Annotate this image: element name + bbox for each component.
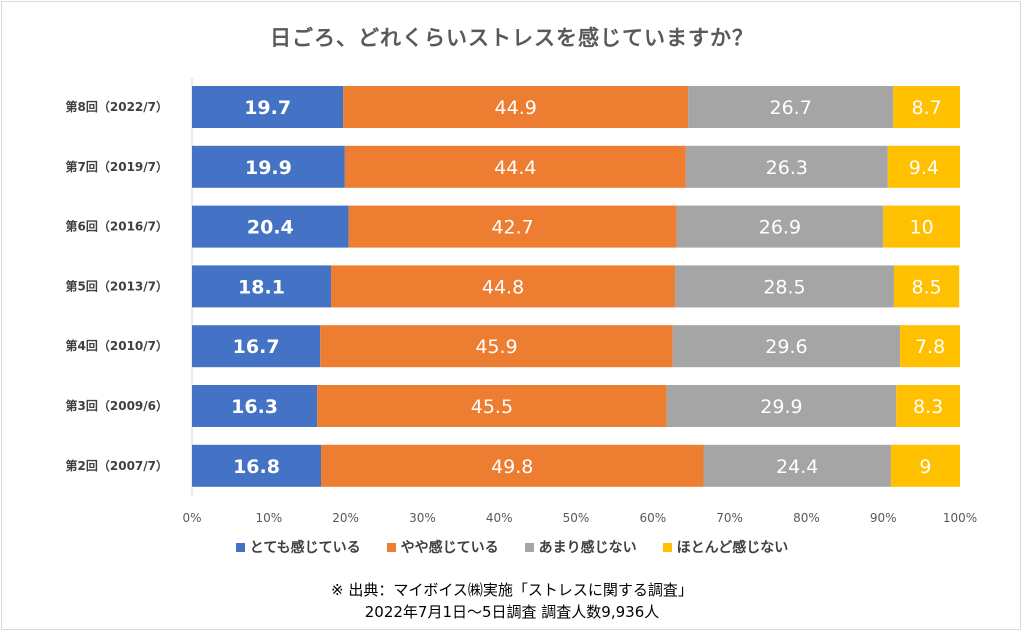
bar-segment [893, 86, 960, 128]
data-label: 45.5 [471, 396, 513, 418]
bar-segment [666, 385, 897, 427]
x-tick-label: 50% [563, 511, 590, 525]
data-label: 44.8 [482, 276, 524, 298]
data-label: 20.4 [247, 217, 294, 239]
category-label: 第8回（2022/7） [66, 99, 168, 114]
legend-label-1: やや感じている [400, 540, 499, 556]
bar-segment [685, 145, 888, 188]
legend-label-2: あまり感じない [538, 540, 637, 556]
data-label: 29.6 [765, 336, 807, 358]
x-tick-label: 60% [639, 511, 666, 525]
data-label: 8.3 [913, 396, 943, 418]
x-tick-label: 70% [716, 511, 743, 525]
chart-legend: とても感じている やや感じている あまり感じない ほとんど感じない [0, 537, 1024, 557]
category-label: 第6回（2016/7） [66, 219, 168, 234]
legend-label-0: とても感じている [249, 540, 361, 556]
bar-segment [320, 325, 673, 368]
data-label: 10 [910, 217, 934, 239]
x-tick-label: 90% [870, 511, 897, 525]
legend-item-3: ほとんど感じない [662, 537, 789, 557]
data-label: 26.3 [766, 157, 808, 179]
bar-segment [703, 444, 891, 487]
bar-segment [192, 325, 321, 368]
source-note: ※ 出典：マイボイス㈱実施「ストレスに関する調査」 2022年7月1日～5日調査… [0, 579, 1024, 623]
bar-segment [317, 385, 667, 427]
x-tick-label: 20% [332, 511, 359, 525]
data-label: 9.4 [909, 157, 939, 179]
data-label: 44.9 [495, 97, 537, 119]
legend-swatch-1 [386, 542, 396, 552]
data-label: 19.9 [245, 157, 292, 179]
legend-item-2: あまり感じない [524, 537, 637, 557]
data-label: 16.8 [233, 456, 280, 478]
data-label: 8.5 [911, 276, 941, 298]
chart-title: 日ごろ、どれくらいストレスを感じていますか？ [270, 26, 754, 50]
bar-segment [348, 205, 677, 248]
source-line-2: 2022年7月1日～5日調査 調査人数9,936人 [364, 603, 660, 621]
bar-segment [675, 265, 894, 308]
legend-item-0: とても感じている [235, 537, 361, 557]
data-label: 49.8 [491, 456, 533, 478]
bar-segment [672, 325, 901, 368]
bar-segment [192, 265, 332, 308]
bar-segment [192, 86, 344, 128]
data-label: 19.7 [244, 97, 291, 119]
bar-segment [896, 385, 960, 427]
legend-swatch-0 [235, 542, 245, 552]
x-tick-label: 0% [182, 511, 201, 525]
data-label: 45.9 [475, 336, 517, 358]
bar-segment [676, 205, 884, 248]
bar-segment [890, 444, 960, 487]
bar-segment [887, 145, 960, 188]
data-label: 29.9 [760, 396, 802, 418]
bar-segment [343, 86, 689, 128]
bar-segment [900, 325, 960, 368]
x-tick-label: 40% [486, 511, 513, 525]
data-label: 16.3 [231, 396, 278, 418]
bar-segment [331, 265, 676, 308]
data-label: 44.4 [494, 157, 536, 179]
data-label: 28.5 [763, 276, 805, 298]
x-tick-label: 80% [793, 511, 820, 525]
data-label: 42.7 [491, 217, 533, 239]
category-label: 第3回（2009/6） [66, 398, 168, 413]
x-tick-label: 10% [255, 511, 282, 525]
data-label: 26.7 [769, 97, 811, 119]
category-label: 第7回（2019/7） [66, 159, 168, 174]
legend-swatch-3 [662, 542, 672, 552]
x-tick-label: 100% [943, 511, 977, 525]
bar-segment [688, 86, 894, 128]
bar-segment [192, 444, 322, 487]
data-label: 16.7 [233, 336, 280, 358]
legend-label-3: ほとんど感じない [676, 540, 789, 556]
source-line-1: ※ 出典：マイボイス㈱実施「ストレスに関する調査」 [331, 581, 693, 599]
data-label: 26.9 [759, 217, 801, 239]
legend-item-1: やや感じている [386, 537, 499, 557]
data-label: 8.7 [911, 97, 941, 119]
category-label: 第2回（2007/7） [66, 458, 168, 473]
bar-segment [883, 205, 960, 248]
category-label: 第5回（2013/7） [66, 278, 168, 293]
bar-segment [192, 205, 349, 248]
data-label: 24.4 [776, 456, 818, 478]
bar-segment [192, 145, 345, 188]
bar-segment [321, 444, 704, 487]
data-label: 18.1 [238, 276, 285, 298]
data-label: 9 [919, 456, 931, 478]
x-tick-label: 30% [409, 511, 436, 525]
category-label: 第4回（2010/7） [66, 338, 168, 353]
legend-swatch-2 [524, 542, 534, 552]
bar-segment [344, 145, 686, 188]
data-label: 7.8 [915, 336, 945, 358]
bar-segment [893, 265, 960, 308]
bar-segment [192, 385, 318, 427]
